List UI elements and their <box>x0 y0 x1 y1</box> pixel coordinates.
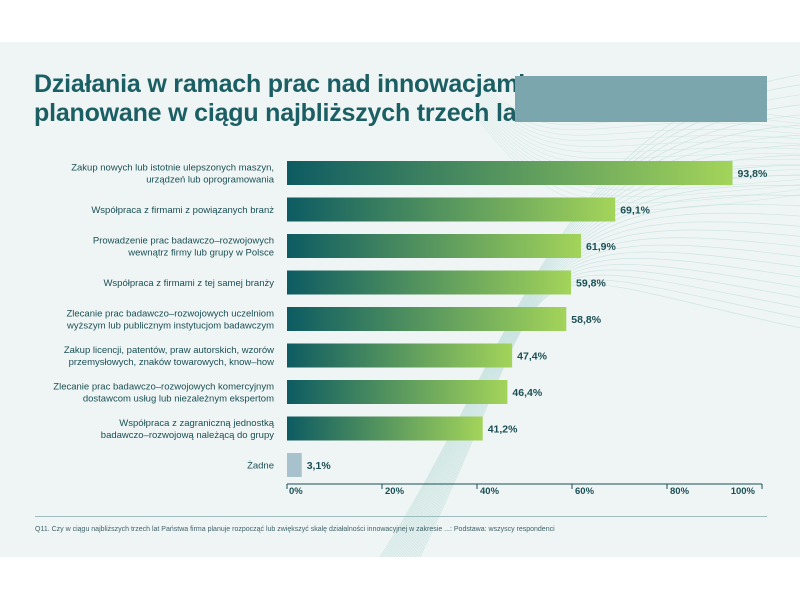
bar-value-label: 58,8% <box>571 314 601 326</box>
bar <box>287 343 513 368</box>
bar <box>287 197 616 222</box>
x-tick-label: 60% <box>575 486 595 497</box>
bar <box>287 161 733 185</box>
wave-line <box>479 113 800 191</box>
chart-title-line-2: planowane w ciągu najbliższych trzech la… <box>34 99 525 127</box>
wave-line <box>397 185 800 557</box>
wave-line <box>400 203 800 557</box>
wave-line <box>479 95 800 147</box>
bar-value-label: 46,4% <box>512 387 542 399</box>
category-label: dostawcom usług lub niezależnym eksperto… <box>83 394 274 405</box>
chart-title: Działania w ramach prac nad innowacjami … <box>34 70 525 128</box>
category-label: wewnątrz firmy lub grupy w Polsce <box>127 248 274 259</box>
wave-line <box>479 100 800 159</box>
bar <box>287 307 567 331</box>
x-tick-label: 80% <box>670 486 690 497</box>
category-label: badawczo–rozwojową należącą do grupy <box>101 430 274 441</box>
wave-line <box>479 89 800 136</box>
chart-card <box>0 42 800 557</box>
category-label: Zlecanie prac badawczo–rozwojowych komer… <box>53 382 274 393</box>
bar-value-label: 41,2% <box>488 424 518 436</box>
bar-value-label: 59,8% <box>576 278 606 290</box>
category-label: Prowadzenie prac badawczo–rozwojowych <box>93 236 274 247</box>
category-label: Zakup licencji, patentów, praw autorskic… <box>64 345 274 356</box>
wave-line <box>398 194 800 557</box>
footnote: Q11. Czy w ciągu najbliższych trzech lat… <box>35 526 555 533</box>
chart-title-line-1: Działania w ramach prac nad innowacjami <box>34 70 525 98</box>
x-tick-label: 20% <box>385 486 405 497</box>
wave-line <box>390 145 800 557</box>
category-label: urządzeń lub oprogramowania <box>146 175 275 186</box>
bar-value-label: 47,4% <box>517 351 547 363</box>
title-banner <box>515 76 767 122</box>
wave-line <box>479 97 800 153</box>
category-label: Zakup nowych lub istotnie ulepszonych ma… <box>71 163 274 174</box>
category-label: Żadne <box>247 461 274 472</box>
bar <box>287 453 302 477</box>
category-label: Współpraca z firmami z powiązanych branż <box>91 205 274 216</box>
bar-value-label: 61,9% <box>586 241 616 253</box>
bar <box>287 270 572 295</box>
bar <box>287 234 582 258</box>
category-label: przemysłowych, znaków towarowych, know–h… <box>69 357 275 368</box>
x-tick-label: 100% <box>731 486 756 497</box>
x-tick-label: 0% <box>289 486 303 497</box>
wave-line <box>479 92 800 142</box>
x-tick-label: 40% <box>480 486 500 497</box>
bar-value-label: 69,1% <box>620 205 650 217</box>
category-label: Współpraca z zagraniczną jednostką <box>119 418 274 429</box>
category-label: Zlecanie prac badawczo–rozwojowych uczel… <box>66 309 274 320</box>
category-label: Współpraca z firmami z tej samej branży <box>103 278 274 289</box>
bar <box>287 416 483 441</box>
footnote-divider <box>35 516 767 517</box>
bar-value-label: 93,8% <box>738 168 768 180</box>
wave-line <box>479 87 800 130</box>
category-label: wyższym lub publicznym instytucjom badaw… <box>66 321 274 332</box>
bar-value-label: 3,1% <box>307 460 332 472</box>
bar <box>287 380 508 404</box>
wave-line <box>479 116 800 197</box>
